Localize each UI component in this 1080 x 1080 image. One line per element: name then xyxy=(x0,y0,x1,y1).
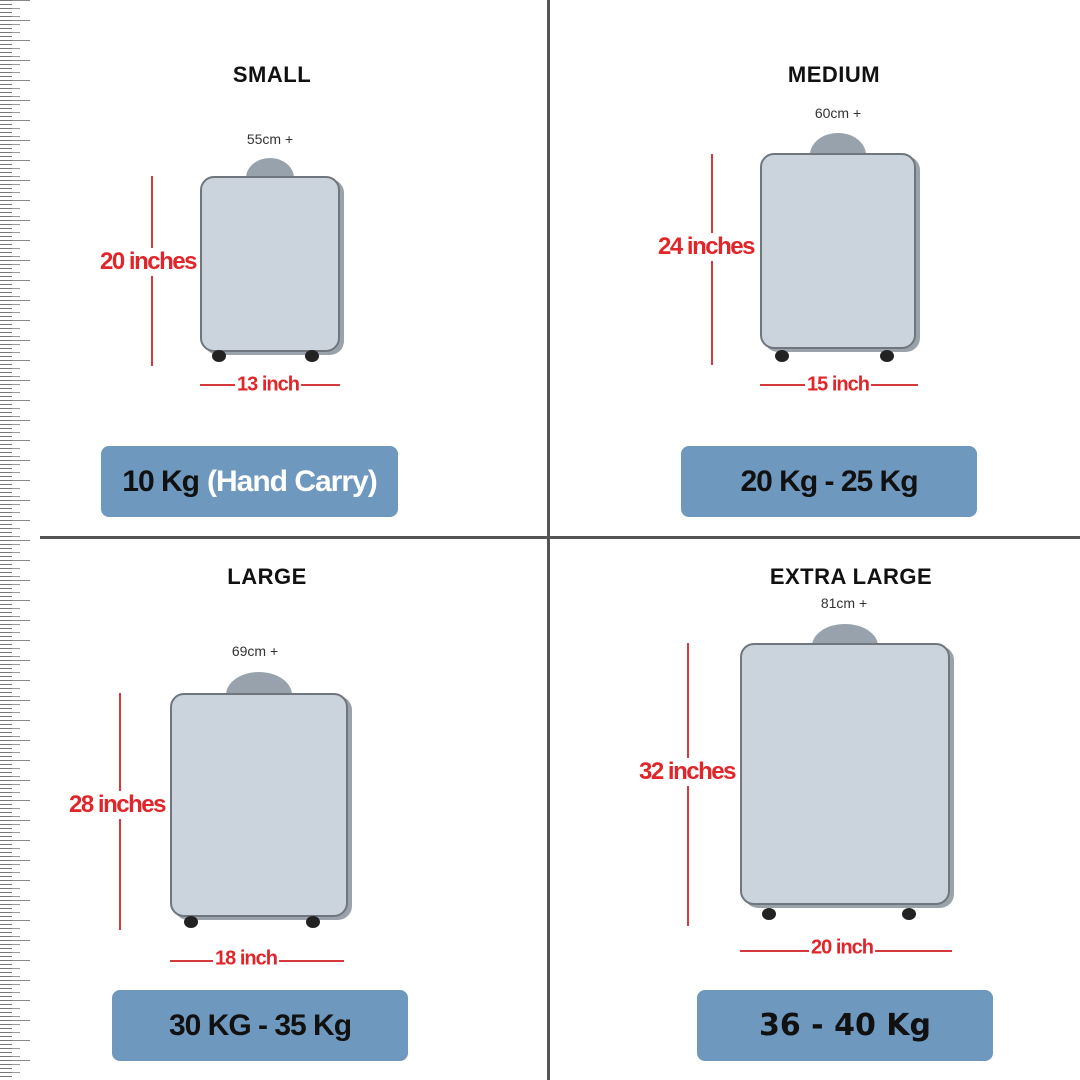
suitcase-icon xyxy=(760,153,916,349)
wheel-icon xyxy=(902,908,916,920)
ruler-scale xyxy=(0,0,38,1080)
weight-value: 36 - 40 Kg xyxy=(758,1008,931,1043)
panel-title: MEDIUM xyxy=(787,62,881,87)
cm-label: 81cm + xyxy=(820,595,868,611)
vertical-divider xyxy=(547,0,550,1080)
wheel-icon xyxy=(306,916,320,928)
wheel-icon xyxy=(212,350,226,362)
weight-value: 30 KG - 35 Kg xyxy=(168,1008,352,1042)
weight-value: 10 Kg xyxy=(122,464,200,498)
wheel-icon xyxy=(305,350,319,362)
weight-badge: 20 Kg - 25 Kg xyxy=(681,446,977,517)
suitcase-handle xyxy=(810,133,866,155)
weight-badge: 30 KG - 35 Kg xyxy=(112,990,408,1061)
panel-title: EXTRA LARGE xyxy=(769,564,933,589)
width-label: 13 inch xyxy=(235,373,301,397)
horizontal-divider xyxy=(40,536,1080,539)
width-label: 15 inch xyxy=(805,373,871,397)
weight-badge: 10 Kg (Hand Carry) xyxy=(101,446,398,517)
suitcase-handle xyxy=(226,672,292,695)
wheel-icon xyxy=(184,916,198,928)
wheel-icon xyxy=(880,350,894,362)
cm-label: 60cm + xyxy=(814,105,862,121)
wheel-icon xyxy=(762,908,776,920)
height-label: 24 inches xyxy=(656,233,756,261)
suitcase-handle xyxy=(246,158,294,178)
height-label: 32 inches xyxy=(637,758,737,786)
cm-label: 55cm + xyxy=(246,131,294,147)
weight-note: (Hand Carry) xyxy=(207,464,378,498)
width-label: 18 inch xyxy=(213,947,279,971)
panel-title: SMALL xyxy=(232,62,312,87)
weight-value: 20 Kg - 25 Kg xyxy=(740,464,918,498)
suitcase-icon xyxy=(740,643,950,905)
panel-title: LARGE xyxy=(227,564,307,589)
weight-badge: 36 - 40 Kg xyxy=(697,990,993,1061)
suitcase-icon xyxy=(170,693,348,917)
height-label: 28 inches xyxy=(67,791,167,819)
suitcase-icon xyxy=(200,176,340,352)
cm-label: 69cm + xyxy=(231,643,279,659)
width-label: 20 inch xyxy=(809,936,875,960)
suitcase-handle xyxy=(812,624,878,646)
wheel-icon xyxy=(775,350,789,362)
height-label: 20 inches xyxy=(98,248,198,276)
